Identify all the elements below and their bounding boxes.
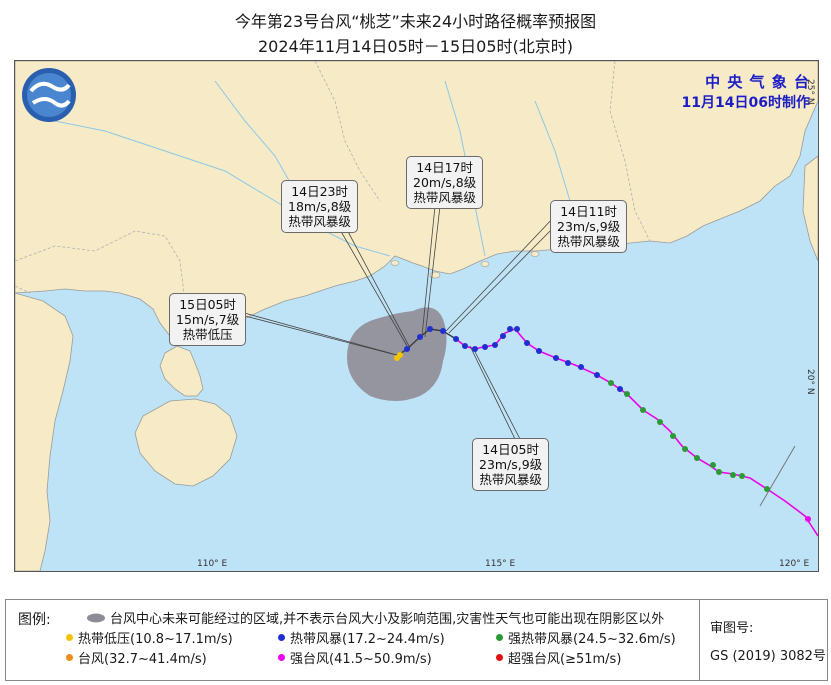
leizhou-peninsula bbox=[159, 345, 204, 397]
label-grade: 热带风暴级 bbox=[557, 234, 620, 249]
label-grade: 热带低压 bbox=[182, 327, 233, 342]
label-grade: 热带风暴级 bbox=[288, 214, 351, 229]
track-label-14d23h: 14日23时 18m/s,8级 热带风暴级 bbox=[281, 180, 359, 233]
label-time: 15日05时 bbox=[179, 297, 237, 312]
label-grade: 热带风暴级 bbox=[479, 472, 542, 487]
approval-label: 审图号: bbox=[710, 621, 754, 636]
legend-item-superty: 超强台风(≥51m/s) bbox=[496, 648, 621, 667]
legend-cone-note: 台风中心未来可能经过的区域,并不表示台风大小及影响范围,灾害性天气也可能出现在阴… bbox=[86, 608, 664, 627]
label-wind: 23m/s,9级 bbox=[479, 457, 543, 472]
map-canvas bbox=[15, 61, 818, 571]
legend-label: 热带风暴(17.2~24.4m/s) bbox=[290, 632, 445, 647]
label-wind: 15m/s,7级 bbox=[176, 312, 240, 327]
map-title: 今年第23号台风“桃芝”未来24小时路径概率预报图 bbox=[234, 12, 597, 31]
lat-tick-20: 20° N bbox=[805, 369, 815, 395]
label-grade: 热带风暴级 bbox=[413, 190, 476, 205]
cone-swatch-icon bbox=[87, 613, 105, 622]
legend-item-sty: 强台风(41.5~50.9m/s) bbox=[278, 648, 432, 667]
legend-item-ts: 热带风暴(17.2~24.4m/s) bbox=[278, 628, 445, 647]
dot-icon bbox=[66, 634, 73, 641]
cma-logo bbox=[22, 68, 76, 122]
legend-item-ty: 台风(32.7~41.4m/s) bbox=[66, 648, 207, 667]
label-time: 14日11时 bbox=[560, 204, 618, 219]
warning-line bbox=[759, 445, 796, 507]
legend-item-sts: 强热带风暴(24.5~32.6m/s) bbox=[496, 628, 676, 647]
probability-cone bbox=[347, 307, 447, 401]
legend-label: 台风(32.7~41.4m/s) bbox=[78, 652, 207, 667]
dot-icon bbox=[278, 634, 285, 641]
legend-label: 强热带风暴(24.5~32.6m/s) bbox=[508, 632, 676, 647]
label-wind: 20m/s,8级 bbox=[413, 175, 477, 190]
lon-tick-110: 110° E bbox=[197, 559, 228, 569]
track-label-15d05h: 15日05时 15m/s,7级 热带低压 bbox=[169, 293, 247, 346]
legend-title: 图例: bbox=[18, 612, 51, 628]
lon-tick-120: 120° E bbox=[779, 559, 810, 569]
label-time: 14日05时 bbox=[482, 442, 540, 457]
label-wind: 18m/s,8级 bbox=[288, 199, 352, 214]
legend-label: 热带低压(10.8~17.1m/s) bbox=[78, 632, 233, 647]
label-time: 14日23时 bbox=[291, 184, 349, 199]
label-wind: 23m/s,9级 bbox=[557, 219, 621, 234]
map-panel: 中 央 气 象 台 11月14日06时制作 15日05时 15m/s,7级 热带… bbox=[14, 60, 819, 572]
vietnam-coast bbox=[15, 292, 74, 571]
legend-note-text: 台风中心未来可能经过的区域,并不表示台风大小及影响范围,灾害性天气也可能出现在阴… bbox=[110, 612, 665, 627]
map-subtitle: 2024年11月14日05时－15日05时(北京时) bbox=[257, 37, 573, 56]
dot-icon bbox=[496, 654, 503, 661]
dot-icon bbox=[278, 654, 285, 661]
lat-tick-25: 25° N bbox=[805, 79, 815, 105]
track-label-14d17h: 14日17时 20m/s,8级 热带风暴级 bbox=[406, 156, 484, 209]
track-label-14d11h: 14日11时 23m/s,9级 热带风暴级 bbox=[550, 200, 628, 253]
leader-lines bbox=[236, 205, 561, 440]
track-markers bbox=[394, 326, 811, 522]
lon-tick-115: 115° E bbox=[485, 559, 516, 569]
legend-label: 强台风(41.5~50.9m/s) bbox=[290, 652, 432, 667]
hainan-island bbox=[134, 398, 238, 487]
taiwan-island bbox=[802, 155, 818, 262]
issue-time: 11月14日06时制作 bbox=[681, 95, 810, 111]
approval-code: GS (2019) 3082号 bbox=[710, 649, 826, 664]
agency-name: 中 央 气 象 台 bbox=[705, 73, 810, 91]
legend-item-td: 热带低压(10.8~17.1m/s) bbox=[66, 628, 233, 647]
legend-label: 超强台风(≥51m/s) bbox=[508, 652, 622, 667]
approval-box: 审图号: GS (2019) 3082号 bbox=[699, 600, 828, 680]
legend: 图例: 台风中心未来可能经过的区域,并不表示台风大小及影响范围,灾害性天气也可能… bbox=[5, 599, 828, 681]
dot-icon bbox=[496, 634, 503, 641]
islands bbox=[390, 251, 540, 279]
label-time: 14日17时 bbox=[416, 160, 474, 175]
dot-icon bbox=[66, 654, 73, 661]
track-label-14d05h: 14日05时 23m/s,9级 热带风暴级 bbox=[472, 438, 550, 491]
